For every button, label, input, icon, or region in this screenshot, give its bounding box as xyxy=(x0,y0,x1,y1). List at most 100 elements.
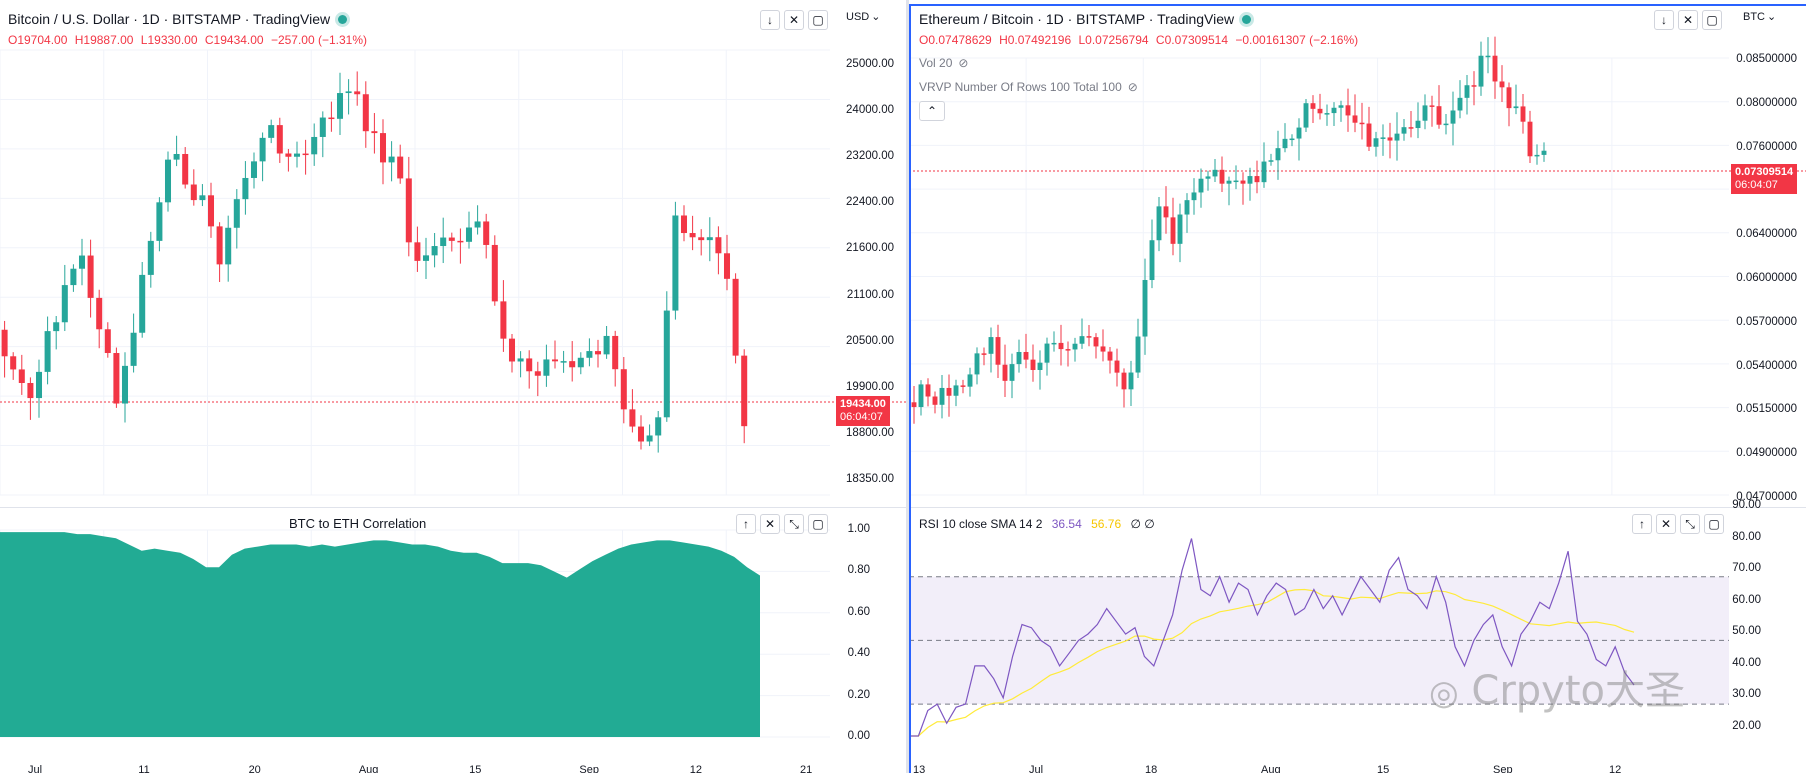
candle-body xyxy=(397,156,404,179)
btc-currency-select[interactable]: USD ⌄ xyxy=(846,10,880,24)
correlation-pane-controls: ↑ ✕ ⤡ ▢ xyxy=(736,514,828,534)
candle-body xyxy=(139,274,146,333)
move-down-icon[interactable]: ↓ xyxy=(1654,10,1674,30)
eth-btc-chart-pane[interactable]: Ethereum / Bitcoin · 1D · BITSTAMP · Tra… xyxy=(909,0,1806,773)
btc-high: H19887.00 xyxy=(74,33,134,47)
collapse-icon[interactable]: ⤡ xyxy=(784,514,804,534)
move-down-icon[interactable]: ↓ xyxy=(760,10,780,30)
candle-body xyxy=(405,178,412,243)
pane-separator[interactable] xyxy=(0,507,906,508)
collapse-icon[interactable]: ⤡ xyxy=(1680,514,1700,534)
hidden-eye-icon[interactable]: ⊘ xyxy=(1127,80,1138,94)
candle-body xyxy=(1345,105,1351,116)
move-up-icon[interactable]: ↑ xyxy=(1632,514,1652,534)
candle-body xyxy=(1170,217,1176,244)
candle-body xyxy=(1086,336,1092,338)
eth-currency-label: BTC xyxy=(1743,10,1765,23)
candle-body xyxy=(491,244,498,302)
panel-divider[interactable] xyxy=(906,0,909,773)
maximize-icon[interactable]: ▢ xyxy=(1704,514,1724,534)
eth-last-price-tag: 0.07309514 06:04:07 xyxy=(1731,164,1798,194)
candle-body xyxy=(440,237,447,247)
candle-body xyxy=(1282,138,1288,149)
hidden-eye-icon[interactable]: ⊘ xyxy=(958,56,969,70)
candle-body xyxy=(508,338,516,362)
close-icon[interactable]: ✕ xyxy=(1656,514,1676,534)
candle-body xyxy=(953,385,959,396)
axis-tick-label: 0.20 xyxy=(847,688,870,701)
candle-body xyxy=(1100,346,1106,352)
eth-candles[interactable] xyxy=(909,0,1806,510)
correlation-area xyxy=(0,532,760,737)
candle-body xyxy=(637,426,645,442)
candle-body xyxy=(61,285,68,323)
candle-body xyxy=(173,153,180,160)
watermark: ◎ Crpyto大圣 xyxy=(1429,658,1685,716)
candle-body xyxy=(1541,150,1547,155)
candle-body xyxy=(1457,97,1463,111)
axis-tick-label: 0.00 xyxy=(847,730,870,742)
candle-body xyxy=(1527,121,1533,157)
candle-body xyxy=(1401,127,1407,134)
candle-body xyxy=(379,133,387,163)
candle-body xyxy=(302,153,309,156)
candle-body xyxy=(225,227,232,265)
btc-candles[interactable] xyxy=(0,0,906,510)
candle-body xyxy=(1191,192,1197,201)
eth-low: L0.07256794 xyxy=(1078,33,1149,47)
pane-separator[interactable] xyxy=(909,507,1806,508)
maximize-icon[interactable]: ▢ xyxy=(1702,10,1722,30)
correlation-area-chart xyxy=(0,529,830,738)
move-up-icon[interactable]: ↑ xyxy=(736,514,756,534)
rsi-legend[interactable]: RSI 10 close SMA 14 2 36.54 56.76 ∅ ∅ xyxy=(919,517,1155,531)
close-icon[interactable]: ✕ xyxy=(760,514,780,534)
market-open-icon xyxy=(1242,14,1252,24)
btc-low: L19330.00 xyxy=(140,33,198,47)
btc-close: C19434.00 xyxy=(204,33,264,47)
candle-body xyxy=(698,237,705,241)
candle-body xyxy=(147,240,154,275)
candle-body xyxy=(104,329,111,354)
candle-body xyxy=(1226,180,1232,184)
candle-body xyxy=(1128,372,1134,390)
candle-body xyxy=(1037,362,1043,370)
candle-body xyxy=(182,153,189,185)
candle-body xyxy=(1331,107,1337,114)
rsi-value: 36.54 xyxy=(1051,517,1082,531)
candle-body xyxy=(946,387,952,396)
candle-body xyxy=(655,417,662,436)
vrvp-indicator-legend[interactable]: VRVP Number Of Rows 100 Total 100 ⊘ xyxy=(919,80,1138,94)
candle-body xyxy=(723,253,731,279)
close-icon[interactable]: ✕ xyxy=(784,10,804,30)
axis-tick-label: 0.04900000 xyxy=(1736,447,1797,460)
candle-body xyxy=(715,237,722,254)
candle-body xyxy=(1044,343,1050,363)
maximize-icon[interactable]: ▢ xyxy=(808,514,828,534)
vol-indicator-legend[interactable]: Vol 20 ⊘ xyxy=(919,56,968,70)
maximize-icon[interactable]: ▢ xyxy=(808,10,828,30)
btc-last-price-tag: 19434.00 06:04:07 xyxy=(836,396,890,426)
axis-tick-label: 20500.00 xyxy=(846,334,894,347)
candle-body xyxy=(414,242,421,261)
correlation-title: BTC to ETH Correlation xyxy=(289,516,427,531)
rsi-line xyxy=(909,538,1635,737)
vol-label: Vol 20 xyxy=(919,56,953,70)
axis-tick-label: 90.00 xyxy=(1732,499,1761,511)
candle-body xyxy=(242,177,249,200)
candle-body xyxy=(1310,103,1316,109)
eth-currency-select[interactable]: BTC ⌄ xyxy=(1743,10,1776,24)
candle-body xyxy=(474,221,481,228)
btc-usd-chart-pane[interactable]: Bitcoin / U.S. Dollar · 1D · BITSTAMP · … xyxy=(0,0,906,773)
candle-body xyxy=(1366,123,1372,147)
candle-body xyxy=(422,255,430,261)
candle-body xyxy=(1247,176,1253,184)
axis-tick-label: 24000.00 xyxy=(846,104,894,117)
close-icon[interactable]: ✕ xyxy=(1678,10,1698,30)
axis-tick-label: 0.05400000 xyxy=(1736,359,1797,372)
candle-body xyxy=(1156,206,1162,241)
axis-tick-label: 60.00 xyxy=(1732,593,1761,606)
axis-tick-label: 80.00 xyxy=(1732,530,1761,543)
collapse-legend-button[interactable]: ⌃ xyxy=(919,101,945,121)
candle-body xyxy=(1450,110,1456,124)
candle-body xyxy=(500,301,507,339)
